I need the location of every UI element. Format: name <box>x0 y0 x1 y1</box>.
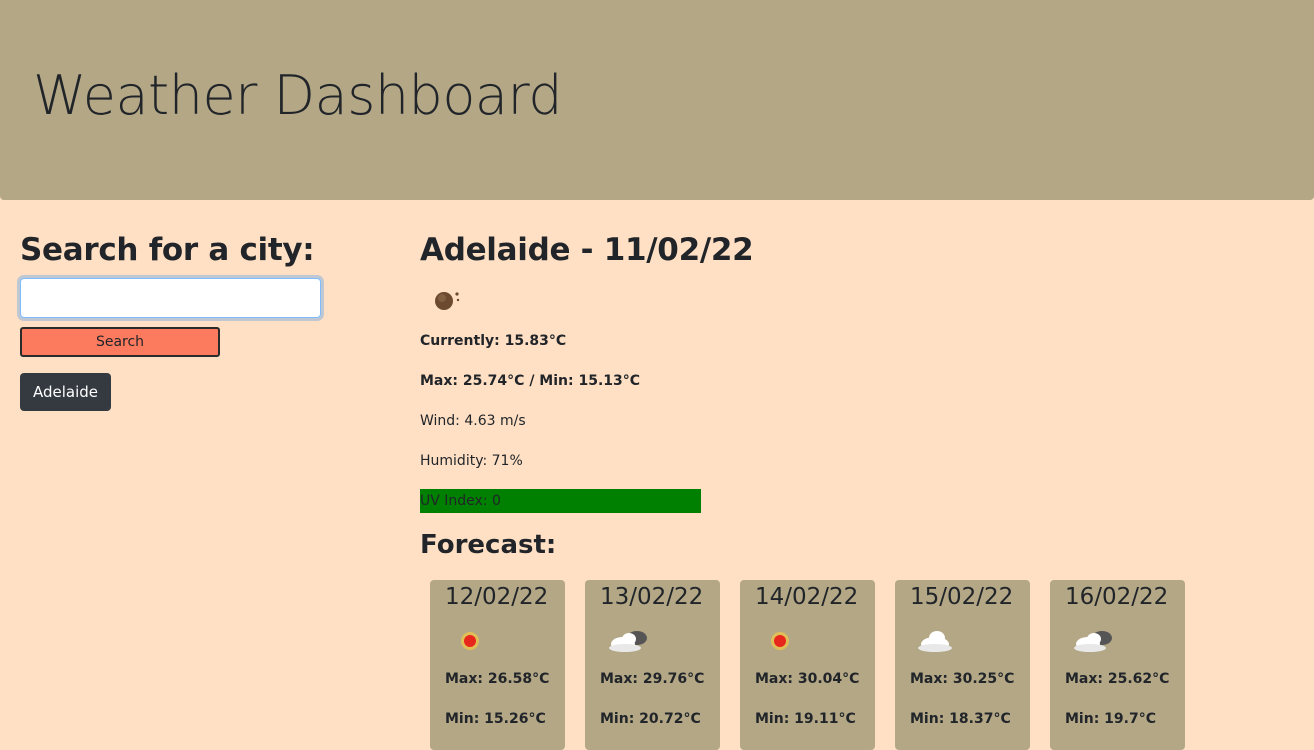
forecast-min: Min: 20.72°C <box>600 711 701 727</box>
current-city-title: Adelaide - 11/02/22 <box>420 232 754 268</box>
forecast-min: Min: 19.11°C <box>755 711 856 727</box>
night-cloud-icon <box>435 292 460 310</box>
current-weather-panel: Adelaide - 11/02/22 Currently: 15.83°C M… <box>420 232 1280 560</box>
cloud-icon <box>918 631 952 652</box>
page-title: Weather Dashboard <box>33 64 563 127</box>
forecast-min: Min: 15.26°C <box>445 711 546 727</box>
forecast-date: 15/02/22 <box>910 584 1014 610</box>
forecast-min: Min: 18.37°C <box>910 711 1011 727</box>
search-heading: Search for a city: <box>20 232 315 268</box>
forecast-card: 16/02/22 Max: 25.62°C Min: 19.7°C <box>1050 580 1185 750</box>
forecast-date: 14/02/22 <box>755 584 859 610</box>
current-humidity: Humidity: 71% <box>420 453 523 469</box>
forecast-max: Max: 30.04°C <box>755 671 860 687</box>
uv-index-badge: UV Index: 0 <box>420 489 701 513</box>
history-city-button[interactable]: Adelaide <box>20 373 112 411</box>
city-search-input[interactable] <box>20 278 321 318</box>
sun-icon <box>461 632 479 650</box>
sun-icon <box>771 632 789 650</box>
current-max-min: Max: 25.74°C / Min: 15.13°C <box>420 373 641 389</box>
forecast-heading: Forecast: <box>420 530 557 560</box>
forecast-date: 12/02/22 <box>445 584 549 610</box>
current-wind: Wind: 4.63 m/s <box>420 413 526 429</box>
forecast-card: 12/02/22 Max: 26.58°C Min: 15.26°C <box>430 580 565 750</box>
forecast-date: 13/02/22 <box>600 584 704 610</box>
forecast-date: 16/02/22 <box>1065 584 1169 610</box>
search-panel: Search for a city: Search Adelaide <box>20 232 360 411</box>
current-temperature: Currently: 15.83°C <box>420 333 567 349</box>
header-banner: Weather Dashboard <box>0 0 1314 200</box>
forecast-max: Max: 29.76°C <box>600 671 705 687</box>
forecast-max: Max: 30.25°C <box>910 671 1015 687</box>
forecast-card: 14/02/22 Max: 30.04°C Min: 19.11°C <box>740 580 875 750</box>
forecast-card: 13/02/22 Max: 29.76°C Min: 20.72°C <box>585 580 720 750</box>
search-button[interactable]: Search <box>20 327 220 357</box>
forecast-max: Max: 26.58°C <box>445 671 550 687</box>
cloudy-icon <box>1074 631 1112 652</box>
forecast-max: Max: 25.62°C <box>1065 671 1170 687</box>
cloudy-icon <box>609 631 647 652</box>
forecast-card: 15/02/22 Max: 30.25°C Min: 18.37°C <box>895 580 1030 750</box>
forecast-min: Min: 19.7°C <box>1065 711 1156 727</box>
